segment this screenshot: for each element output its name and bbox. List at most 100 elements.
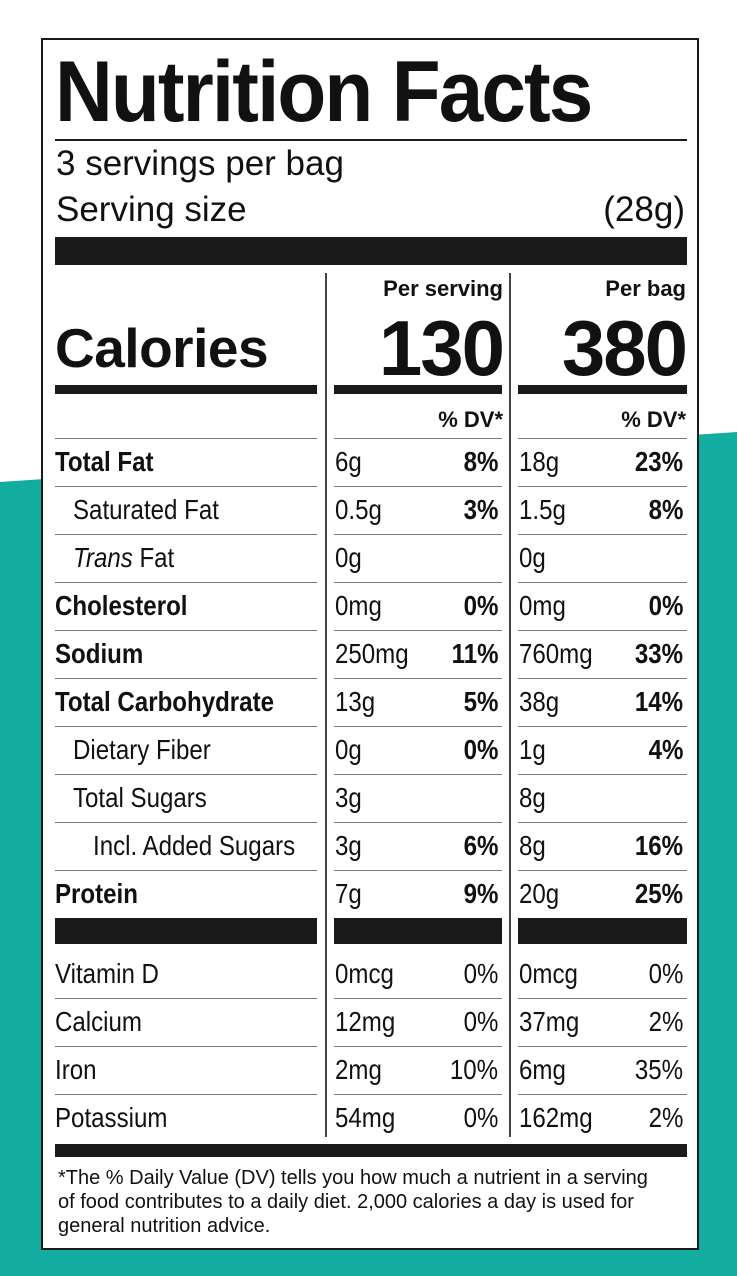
nutrient-name-text: Incl. Added Sugars: [93, 830, 296, 861]
per-serving-amount: 0mg: [335, 590, 382, 621]
per-serving-dv: 3%: [463, 494, 498, 525]
row-separator: [518, 678, 687, 679]
row-separator: [334, 1094, 502, 1095]
per-serving-header: Per serving: [383, 276, 503, 301]
serving-size-label: Serving size: [56, 190, 247, 229]
row-separator: [334, 774, 502, 775]
row-separator: [334, 870, 502, 871]
nutrient-name: Trans Fat: [73, 541, 174, 575]
per-bag-amount: 38g: [519, 686, 560, 717]
per-bag-amount: 20g: [519, 878, 560, 909]
per-bag-dv: 2%: [648, 1006, 683, 1037]
vitamin-bar-2: [334, 918, 502, 944]
per-bag-amount: 0mcg: [519, 958, 578, 989]
nutrient-name-text: Iron: [55, 1054, 97, 1085]
thick-bar-bottom: [55, 1144, 687, 1157]
row-separator: [518, 534, 687, 535]
row-separator: [518, 630, 687, 631]
row-separator: [518, 822, 687, 823]
nutrient-name-text: Cholesterol: [55, 590, 188, 621]
per-bag-amount: 162mg: [519, 1102, 593, 1133]
per-serving-dv: 11%: [451, 638, 498, 669]
row-separator: [334, 534, 502, 535]
dv-header-bag: % DV*: [621, 407, 686, 432]
nutrient-name-text: Dietary Fiber: [73, 734, 211, 765]
row-separator: [518, 1094, 687, 1095]
per-bag-amount: 0g: [519, 542, 546, 573]
row-separator: [518, 998, 687, 999]
nutrient-name: Cholesterol: [55, 589, 187, 623]
per-serving-amount: 7g: [335, 878, 362, 909]
per-bag-dv: 0%: [648, 590, 683, 621]
per-serving-amount: 0g: [335, 542, 362, 573]
per-bag-dv: 35%: [634, 1054, 683, 1085]
row-separator: [334, 438, 502, 439]
per-bag-amount: 37mg: [519, 1006, 580, 1037]
per-bag-amount: 8g: [519, 830, 546, 861]
row-separator: [55, 486, 317, 487]
per-bag-amount: 1g: [519, 734, 546, 765]
serving-size-value: (28g): [603, 190, 685, 229]
per-serving-amount: 0.5g: [335, 494, 382, 525]
nutrient-name: Calcium: [55, 1005, 142, 1039]
row-separator: [518, 726, 687, 727]
thick-bar-top: [55, 237, 687, 265]
servings-per-container: 3 servings per bag: [56, 144, 344, 183]
per-serving-amount: 54mg: [335, 1102, 396, 1133]
per-serving-dv: 5%: [463, 686, 498, 717]
nutrient-name-text: Total Sugars: [73, 782, 207, 813]
row-separator: [518, 582, 687, 583]
nutrient-name: Total Carbohydrate: [55, 685, 274, 719]
row-separator: [55, 678, 317, 679]
per-bag-dv: 23%: [634, 446, 683, 477]
nutrient-name: Total Sugars: [73, 781, 207, 815]
per-bag-dv: 2%: [648, 1102, 683, 1133]
nutrient-name-text: Fat: [132, 542, 175, 573]
row-separator: [55, 1046, 317, 1047]
per-serving-amount: 0g: [335, 734, 362, 765]
column-divider-2: [509, 273, 511, 1137]
row-separator: [55, 870, 317, 871]
per-serving-amount: 250mg: [335, 638, 409, 669]
nutrient-name: Sodium: [55, 637, 143, 671]
nutrient-name-italic: Trans: [73, 542, 133, 573]
dv-header-serving: % DV*: [438, 407, 503, 432]
per-serving-amount: 13g: [335, 686, 376, 717]
row-separator: [518, 486, 687, 487]
calories-bar-2: [334, 385, 502, 394]
row-separator: [334, 726, 502, 727]
nutrient-name: Saturated Fat: [73, 493, 219, 527]
per-bag-amount: 8g: [519, 782, 546, 813]
nutrient-name-text: Calcium: [55, 1006, 142, 1037]
per-bag-dv: 16%: [634, 830, 683, 861]
nutrient-name: Protein: [55, 877, 138, 911]
footnote: *The % Daily Value (DV) tells you how mu…: [58, 1167, 648, 1237]
row-separator: [55, 534, 317, 535]
row-separator: [55, 998, 317, 999]
per-bag-amount: 18g: [519, 446, 560, 477]
nutrient-name: Total Fat: [55, 445, 154, 479]
calories-per-serving: 130: [378, 304, 505, 392]
vitamin-bar-1: [55, 918, 317, 944]
column-divider-1: [325, 273, 327, 1137]
per-bag-dv: 25%: [634, 878, 683, 909]
row-separator: [334, 678, 502, 679]
per-bag-amount: 1.5g: [519, 494, 566, 525]
row-separator: [518, 870, 687, 871]
per-serving-dv: 0%: [463, 734, 498, 765]
per-bag-dv: 33%: [634, 638, 683, 669]
calories-bar-3: [518, 385, 687, 394]
per-serving-dv: 0%: [463, 958, 498, 989]
per-serving-dv: 0%: [463, 1102, 498, 1133]
per-serving-dv: 9%: [463, 878, 498, 909]
row-separator: [55, 822, 317, 823]
per-bag-dv: 0%: [648, 958, 683, 989]
per-serving-dv: 8%: [463, 446, 498, 477]
per-serving-dv: 10%: [449, 1054, 498, 1085]
nutrient-name-text: Saturated Fat: [73, 494, 219, 525]
per-serving-amount: 12mg: [335, 1006, 396, 1037]
nutrient-name: Incl. Added Sugars: [93, 829, 295, 863]
row-separator: [334, 582, 502, 583]
row-separator: [518, 1046, 687, 1047]
nutrition-facts-label: Nutrition Facts 3 servings per bag Servi…: [41, 38, 699, 1250]
